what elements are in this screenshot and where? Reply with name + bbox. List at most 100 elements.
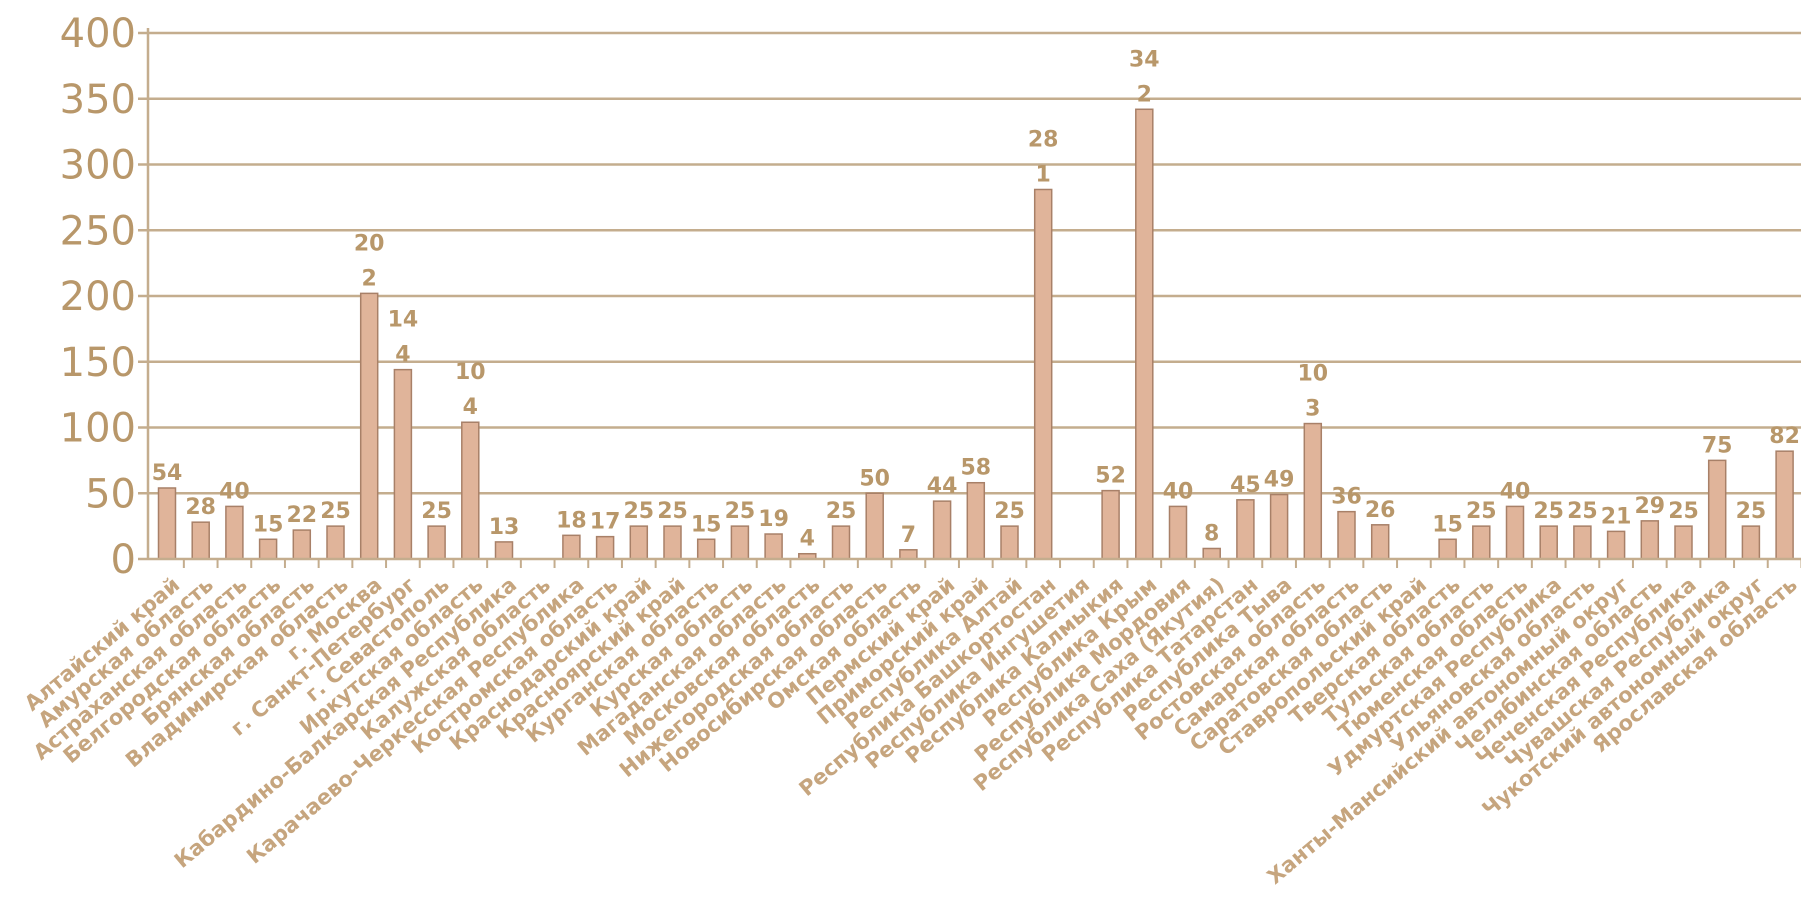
data-label: 40 xyxy=(1500,479,1531,504)
data-label: 40 xyxy=(219,479,250,504)
data-label: 15 xyxy=(253,512,284,537)
bar xyxy=(427,525,446,560)
data-label: 52 xyxy=(1095,464,1126,489)
bars xyxy=(157,108,1794,560)
bar xyxy=(1202,547,1221,560)
bar xyxy=(1168,505,1188,560)
data-label: 25 xyxy=(1736,499,1767,524)
bar xyxy=(1606,530,1626,560)
data-label: 25 xyxy=(1466,499,1497,524)
data-label: 21 xyxy=(1601,504,1632,529)
bar xyxy=(663,525,682,560)
bar xyxy=(865,492,884,560)
data-label: 26 xyxy=(1365,498,1396,523)
bar xyxy=(225,505,244,560)
bar xyxy=(696,538,716,560)
y-tick-label: 100 xyxy=(60,406,136,452)
bar xyxy=(764,533,783,560)
data-label: 19 xyxy=(758,507,789,532)
bar xyxy=(157,487,177,560)
bar xyxy=(326,525,345,560)
data-label: 36 xyxy=(1331,485,1362,510)
data-label: 49 xyxy=(1264,468,1295,493)
bar xyxy=(1236,499,1255,560)
data-label: 15 xyxy=(691,512,722,537)
data-label: 44 xyxy=(927,474,958,499)
data-label: 29 xyxy=(1634,494,1665,519)
bar xyxy=(1303,422,1323,560)
data-label: 25 xyxy=(1567,499,1598,524)
y-tick-label: 400 xyxy=(60,11,136,57)
data-label: 25 xyxy=(657,499,688,524)
data-label: 25 xyxy=(725,499,756,524)
data-label: 25 xyxy=(320,499,351,524)
bar xyxy=(1674,525,1693,560)
bar xyxy=(1472,525,1491,560)
data-label: 22 xyxy=(286,503,317,528)
y-tick-label: 300 xyxy=(60,143,136,189)
data-label: 25 xyxy=(1668,499,1699,524)
data-label: 20 2 xyxy=(354,231,385,291)
y-tick-label: 250 xyxy=(60,208,136,254)
bar xyxy=(1135,108,1154,560)
data-label: 25 xyxy=(421,499,452,524)
y-tick-label: 200 xyxy=(60,274,136,320)
bar xyxy=(1269,493,1289,560)
y-tick-label: 350 xyxy=(60,77,136,123)
bar xyxy=(1000,525,1019,560)
bar xyxy=(899,549,918,560)
axes xyxy=(146,28,1801,568)
data-label: 40 xyxy=(1163,479,1194,504)
data-label: 34 2 xyxy=(1129,47,1160,107)
bar xyxy=(1573,525,1592,560)
y-tick-label: 50 xyxy=(85,471,136,517)
y-tick-label: 150 xyxy=(60,340,136,386)
bar xyxy=(494,541,514,560)
data-label: 28 1 xyxy=(1028,127,1059,187)
data-label: 4 xyxy=(800,527,815,552)
data-label: 25 xyxy=(623,499,654,524)
data-label: 75 xyxy=(1702,433,1733,458)
bar xyxy=(932,500,952,560)
bar xyxy=(595,535,615,560)
bar xyxy=(1741,525,1761,560)
bar xyxy=(1707,459,1727,560)
bar xyxy=(1033,188,1053,560)
bar xyxy=(292,529,312,560)
bar xyxy=(629,525,649,560)
gridlines xyxy=(138,31,1801,561)
bar xyxy=(461,421,480,560)
bar xyxy=(1370,524,1390,560)
data-label: 10 4 xyxy=(455,360,486,420)
bar xyxy=(1640,520,1660,560)
data-label: 50 xyxy=(859,466,890,491)
bar xyxy=(359,292,379,560)
data-label: 18 xyxy=(556,508,587,533)
data-label: 25 xyxy=(826,499,857,524)
bar xyxy=(191,521,210,560)
data-label: 15 xyxy=(1432,512,1463,537)
data-label: 10 3 xyxy=(1297,362,1328,422)
y-tick-label: 0 xyxy=(111,537,136,583)
data-label: 14 4 xyxy=(388,308,419,368)
bar xyxy=(1505,505,1525,560)
bar xyxy=(562,534,581,560)
data-label: 13 xyxy=(489,515,520,540)
bar xyxy=(1539,525,1558,560)
data-label: 8 xyxy=(1204,521,1219,546)
bar xyxy=(1438,538,1457,560)
bar xyxy=(1775,450,1794,560)
data-label: 25 xyxy=(994,499,1025,524)
bar xyxy=(393,368,413,560)
bar xyxy=(730,525,750,560)
data-label: 17 xyxy=(590,510,621,535)
data-label: 54 xyxy=(152,461,183,486)
data-label: 25 xyxy=(1533,499,1564,524)
data-label: 28 xyxy=(185,495,216,520)
data-label: 58 xyxy=(960,456,991,481)
data-label: 45 xyxy=(1230,473,1261,498)
data-label: 7 xyxy=(901,523,916,548)
